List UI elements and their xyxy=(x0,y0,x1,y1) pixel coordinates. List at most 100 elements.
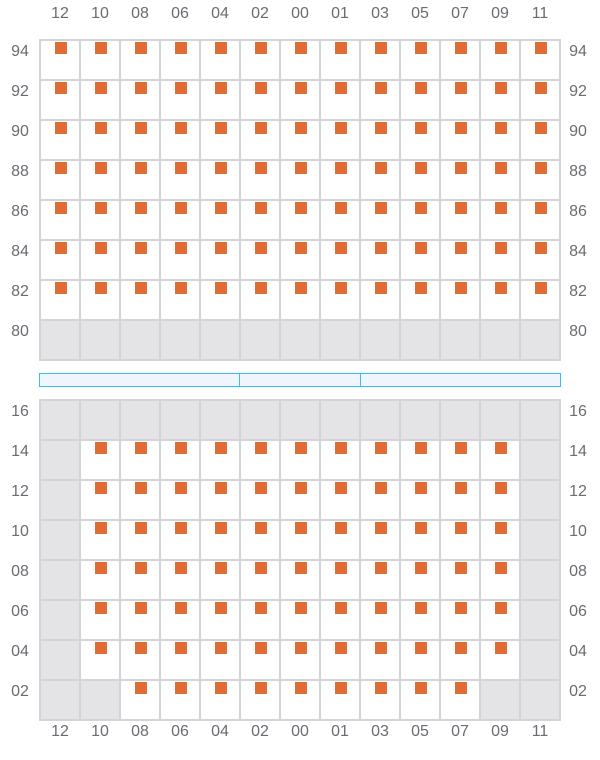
seat-cell-row-88-col-07[interactable] xyxy=(440,160,480,200)
seat-cell-row-90-col-12[interactable] xyxy=(40,120,80,160)
seat-cell-row-92-col-01[interactable] xyxy=(320,80,360,120)
seat-cell-row-84-col-12[interactable] xyxy=(40,240,80,280)
seat-cell-row-90-col-11[interactable] xyxy=(520,120,560,160)
seat-cell-row-94-col-03[interactable] xyxy=(360,40,400,80)
seat-cell-row-92-col-04[interactable] xyxy=(200,80,240,120)
seat-cell-row-88-col-09[interactable] xyxy=(480,160,520,200)
seat-cell-row-94-col-08[interactable] xyxy=(120,40,160,80)
seat-cell-row-04-col-05[interactable] xyxy=(400,640,440,680)
seat-cell-row-86-col-04[interactable] xyxy=(200,200,240,240)
seat-cell-row-10-col-02[interactable] xyxy=(240,520,280,560)
seat-cell-row-14-col-06[interactable] xyxy=(160,440,200,480)
seat-cell-row-86-col-03[interactable] xyxy=(360,200,400,240)
seat-cell-row-86-col-05[interactable] xyxy=(400,200,440,240)
seat-cell-row-84-col-04[interactable] xyxy=(200,240,240,280)
seat-cell-row-92-col-09[interactable] xyxy=(480,80,520,120)
seat-cell-row-08-col-02[interactable] xyxy=(240,560,280,600)
seat-cell-row-92-col-08[interactable] xyxy=(120,80,160,120)
seat-cell-row-12-col-03[interactable] xyxy=(360,480,400,520)
seat-cell-row-88-col-10[interactable] xyxy=(80,160,120,200)
seat-cell-row-08-col-08[interactable] xyxy=(120,560,160,600)
seat-cell-row-12-col-04[interactable] xyxy=(200,480,240,520)
seat-cell-row-14-col-07[interactable] xyxy=(440,440,480,480)
seat-cell-row-06-col-04[interactable] xyxy=(200,600,240,640)
seat-cell-row-04-col-06[interactable] xyxy=(160,640,200,680)
seat-cell-row-82-col-02[interactable] xyxy=(240,280,280,320)
seat-cell-row-02-col-02[interactable] xyxy=(240,680,280,720)
seat-cell-row-90-col-00[interactable] xyxy=(280,120,320,160)
seat-cell-row-84-col-07[interactable] xyxy=(440,240,480,280)
seat-cell-row-12-col-05[interactable] xyxy=(400,480,440,520)
seat-cell-row-08-col-09[interactable] xyxy=(480,560,520,600)
seat-cell-row-84-col-01[interactable] xyxy=(320,240,360,280)
seat-cell-row-02-col-01[interactable] xyxy=(320,680,360,720)
seat-cell-row-14-col-10[interactable] xyxy=(80,440,120,480)
seat-cell-row-94-col-02[interactable] xyxy=(240,40,280,80)
seat-cell-row-86-col-11[interactable] xyxy=(520,200,560,240)
seat-cell-row-92-col-02[interactable] xyxy=(240,80,280,120)
seat-cell-row-06-col-10[interactable] xyxy=(80,600,120,640)
seat-cell-row-90-col-09[interactable] xyxy=(480,120,520,160)
seat-cell-row-88-col-11[interactable] xyxy=(520,160,560,200)
seat-cell-row-88-col-08[interactable] xyxy=(120,160,160,200)
seat-cell-row-82-col-03[interactable] xyxy=(360,280,400,320)
seat-cell-row-08-col-05[interactable] xyxy=(400,560,440,600)
seat-cell-row-90-col-02[interactable] xyxy=(240,120,280,160)
seat-cell-row-02-col-07[interactable] xyxy=(440,680,480,720)
seat-cell-row-08-col-00[interactable] xyxy=(280,560,320,600)
seat-cell-row-04-col-02[interactable] xyxy=(240,640,280,680)
seat-cell-row-14-col-04[interactable] xyxy=(200,440,240,480)
seat-cell-row-04-col-04[interactable] xyxy=(200,640,240,680)
seat-cell-row-92-col-11[interactable] xyxy=(520,80,560,120)
seat-cell-row-86-col-10[interactable] xyxy=(80,200,120,240)
seat-cell-row-94-col-05[interactable] xyxy=(400,40,440,80)
seat-cell-row-94-col-11[interactable] xyxy=(520,40,560,80)
seat-cell-row-86-col-00[interactable] xyxy=(280,200,320,240)
seat-cell-row-92-col-10[interactable] xyxy=(80,80,120,120)
seat-cell-row-14-col-01[interactable] xyxy=(320,440,360,480)
seat-cell-row-10-col-08[interactable] xyxy=(120,520,160,560)
seat-cell-row-88-col-03[interactable] xyxy=(360,160,400,200)
seat-cell-row-06-col-00[interactable] xyxy=(280,600,320,640)
seat-cell-row-12-col-10[interactable] xyxy=(80,480,120,520)
seat-cell-row-14-col-09[interactable] xyxy=(480,440,520,480)
seat-cell-row-10-col-00[interactable] xyxy=(280,520,320,560)
seat-cell-row-06-col-09[interactable] xyxy=(480,600,520,640)
seat-cell-row-94-col-07[interactable] xyxy=(440,40,480,80)
seat-cell-row-10-col-04[interactable] xyxy=(200,520,240,560)
seat-cell-row-12-col-08[interactable] xyxy=(120,480,160,520)
seat-cell-row-84-col-09[interactable] xyxy=(480,240,520,280)
seat-cell-row-14-col-02[interactable] xyxy=(240,440,280,480)
seat-cell-row-12-col-00[interactable] xyxy=(280,480,320,520)
seat-cell-row-14-col-00[interactable] xyxy=(280,440,320,480)
seat-cell-row-88-col-06[interactable] xyxy=(160,160,200,200)
seat-cell-row-90-col-06[interactable] xyxy=(160,120,200,160)
seat-cell-row-92-col-00[interactable] xyxy=(280,80,320,120)
seat-cell-row-04-col-03[interactable] xyxy=(360,640,400,680)
seat-cell-row-08-col-10[interactable] xyxy=(80,560,120,600)
seat-cell-row-88-col-05[interactable] xyxy=(400,160,440,200)
seat-cell-row-82-col-01[interactable] xyxy=(320,280,360,320)
seat-cell-row-02-col-08[interactable] xyxy=(120,680,160,720)
seat-cell-row-02-col-04[interactable] xyxy=(200,680,240,720)
seat-cell-row-82-col-08[interactable] xyxy=(120,280,160,320)
seat-cell-row-90-col-07[interactable] xyxy=(440,120,480,160)
seat-cell-row-12-col-06[interactable] xyxy=(160,480,200,520)
seat-cell-row-82-col-06[interactable] xyxy=(160,280,200,320)
seat-cell-row-82-col-09[interactable] xyxy=(480,280,520,320)
seat-cell-row-04-col-01[interactable] xyxy=(320,640,360,680)
seat-cell-row-92-col-05[interactable] xyxy=(400,80,440,120)
seat-cell-row-88-col-04[interactable] xyxy=(200,160,240,200)
seat-cell-row-04-col-10[interactable] xyxy=(80,640,120,680)
seat-cell-row-86-col-07[interactable] xyxy=(440,200,480,240)
seat-cell-row-94-col-10[interactable] xyxy=(80,40,120,80)
seat-cell-row-88-col-00[interactable] xyxy=(280,160,320,200)
seat-cell-row-04-col-09[interactable] xyxy=(480,640,520,680)
seat-cell-row-06-col-03[interactable] xyxy=(360,600,400,640)
seat-cell-row-82-col-00[interactable] xyxy=(280,280,320,320)
seat-cell-row-94-col-04[interactable] xyxy=(200,40,240,80)
seat-cell-row-84-col-06[interactable] xyxy=(160,240,200,280)
seat-cell-row-86-col-01[interactable] xyxy=(320,200,360,240)
seat-cell-row-84-col-11[interactable] xyxy=(520,240,560,280)
seat-cell-row-10-col-05[interactable] xyxy=(400,520,440,560)
